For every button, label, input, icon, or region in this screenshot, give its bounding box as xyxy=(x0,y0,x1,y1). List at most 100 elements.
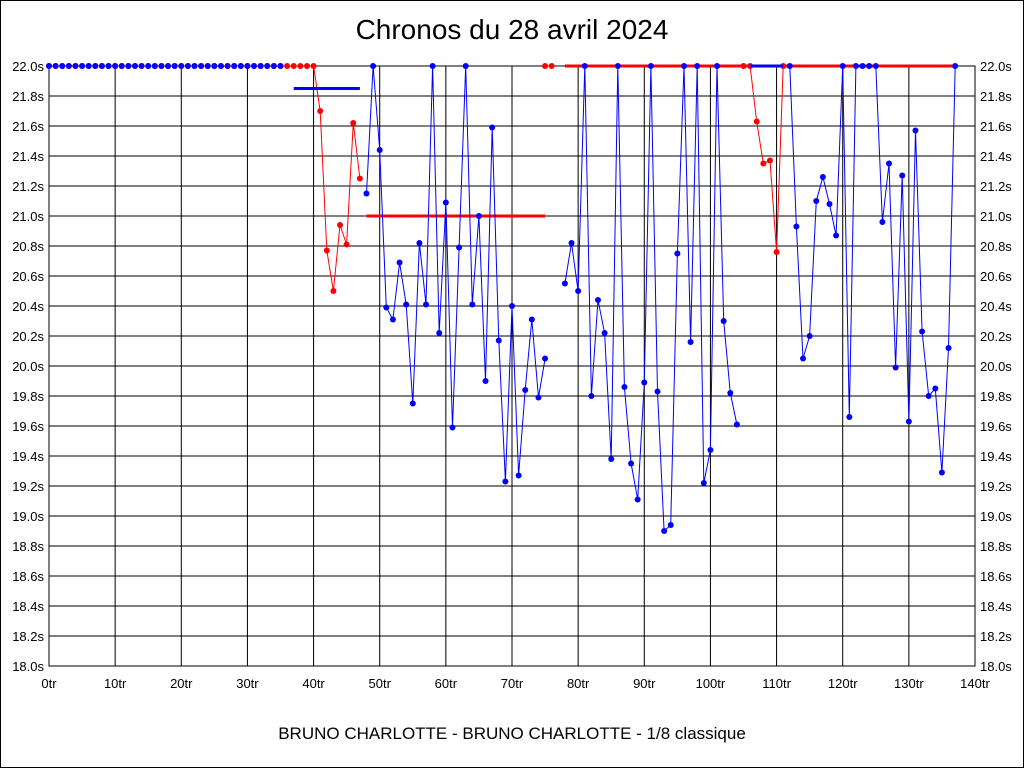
y-tick-label-right: 21.6s xyxy=(980,119,1012,134)
data-point xyxy=(290,63,297,69)
data-point xyxy=(714,63,721,69)
data-point xyxy=(614,63,621,69)
data-point xyxy=(217,63,224,69)
data-point xyxy=(72,63,79,69)
data-point xyxy=(297,63,304,69)
data-point xyxy=(270,63,277,69)
data-point xyxy=(846,414,853,420)
data-point xyxy=(475,213,482,219)
data-point xyxy=(284,63,291,69)
y-tick-label-left: 20.8s xyxy=(12,239,44,254)
data-point xyxy=(237,63,244,69)
chart-title: Chronos du 28 avril 2024 xyxy=(355,14,669,45)
data-point xyxy=(515,472,522,479)
data-point xyxy=(191,63,198,69)
y-tick-label-right: 21.0s xyxy=(980,209,1012,224)
data-point xyxy=(436,330,443,336)
data-point xyxy=(548,63,555,69)
data-point xyxy=(661,528,668,534)
y-tick-label-right: 19.8s xyxy=(980,389,1012,404)
data-point xyxy=(925,393,932,399)
y-tick-label-right: 19.6s xyxy=(980,419,1012,434)
data-point xyxy=(680,63,687,69)
data-point xyxy=(244,63,251,69)
x-tick-label: 20tr xyxy=(170,676,193,691)
y-tick-label-left: 21.2s xyxy=(12,179,44,194)
data-point xyxy=(184,63,191,69)
chart-caption: BRUNO CHARLOTTE - BRUNO CHARLOTTE - 1/8 … xyxy=(278,724,746,743)
data-point xyxy=(429,63,436,69)
data-point xyxy=(826,201,833,207)
data-point xyxy=(912,127,919,134)
data-point xyxy=(118,63,125,69)
data-point xyxy=(707,447,714,453)
y-tick-label-left: 19.8s xyxy=(12,389,44,404)
data-point xyxy=(766,157,773,164)
data-point xyxy=(257,63,264,69)
data-point xyxy=(634,496,641,503)
data-point xyxy=(370,63,377,69)
y-tick-label-right: 19.0s xyxy=(980,509,1012,524)
data-point xyxy=(601,330,608,336)
y-tick-label-left: 19.4s xyxy=(12,449,44,464)
data-point xyxy=(872,63,879,69)
data-point xyxy=(264,63,271,69)
data-point xyxy=(786,63,793,69)
data-point xyxy=(773,249,780,255)
data-point xyxy=(542,355,549,362)
data-point xyxy=(350,120,357,126)
data-point xyxy=(952,63,959,69)
data-point xyxy=(396,259,403,266)
data-point xyxy=(224,63,231,69)
data-point xyxy=(733,421,740,428)
data-point xyxy=(886,160,893,167)
data-point xyxy=(833,232,840,239)
data-point xyxy=(92,63,99,69)
y-tick-label-left: 20.0s xyxy=(12,359,44,374)
y-tick-label-right: 22.0s xyxy=(980,59,1012,74)
data-point xyxy=(343,241,350,248)
data-point xyxy=(905,418,912,425)
data-point xyxy=(852,63,859,69)
y-tick-label-left: 19.0s xyxy=(12,509,44,524)
data-point xyxy=(310,63,317,69)
data-point xyxy=(46,63,52,69)
y-tick-label-right: 18.4s xyxy=(980,599,1012,614)
data-point xyxy=(694,63,701,69)
y-tick-label-left: 18.8s xyxy=(12,539,44,554)
data-point xyxy=(800,355,807,362)
data-point xyxy=(449,424,456,431)
data-point xyxy=(52,63,59,69)
x-tick-label: 60tr xyxy=(435,676,458,691)
data-point xyxy=(79,63,86,69)
data-point xyxy=(389,316,396,323)
data-point xyxy=(938,469,945,476)
data-point xyxy=(171,63,178,69)
data-point xyxy=(376,147,383,153)
data-point xyxy=(423,301,430,308)
data-point xyxy=(945,345,952,351)
data-point xyxy=(753,118,760,125)
data-point xyxy=(793,223,800,230)
data-point xyxy=(125,63,132,69)
data-point xyxy=(720,318,727,324)
series-line xyxy=(366,65,546,482)
y-tick-label-left: 19.2s xyxy=(12,479,44,494)
data-point xyxy=(151,63,158,69)
data-point xyxy=(919,328,926,335)
data-point xyxy=(469,301,476,308)
data-point xyxy=(522,387,529,393)
data-point xyxy=(535,394,542,401)
data-point xyxy=(502,478,509,485)
data-point xyxy=(667,522,674,528)
data-point xyxy=(337,222,344,228)
y-tick-label-right: 21.2s xyxy=(980,179,1012,194)
y-tick-label-left: 21.8s xyxy=(12,89,44,104)
data-point xyxy=(211,63,218,69)
data-point xyxy=(687,339,694,345)
y-tick-label-left: 21.0s xyxy=(12,209,44,224)
data-point xyxy=(456,244,463,251)
data-point xyxy=(647,63,654,69)
data-point xyxy=(561,280,568,287)
